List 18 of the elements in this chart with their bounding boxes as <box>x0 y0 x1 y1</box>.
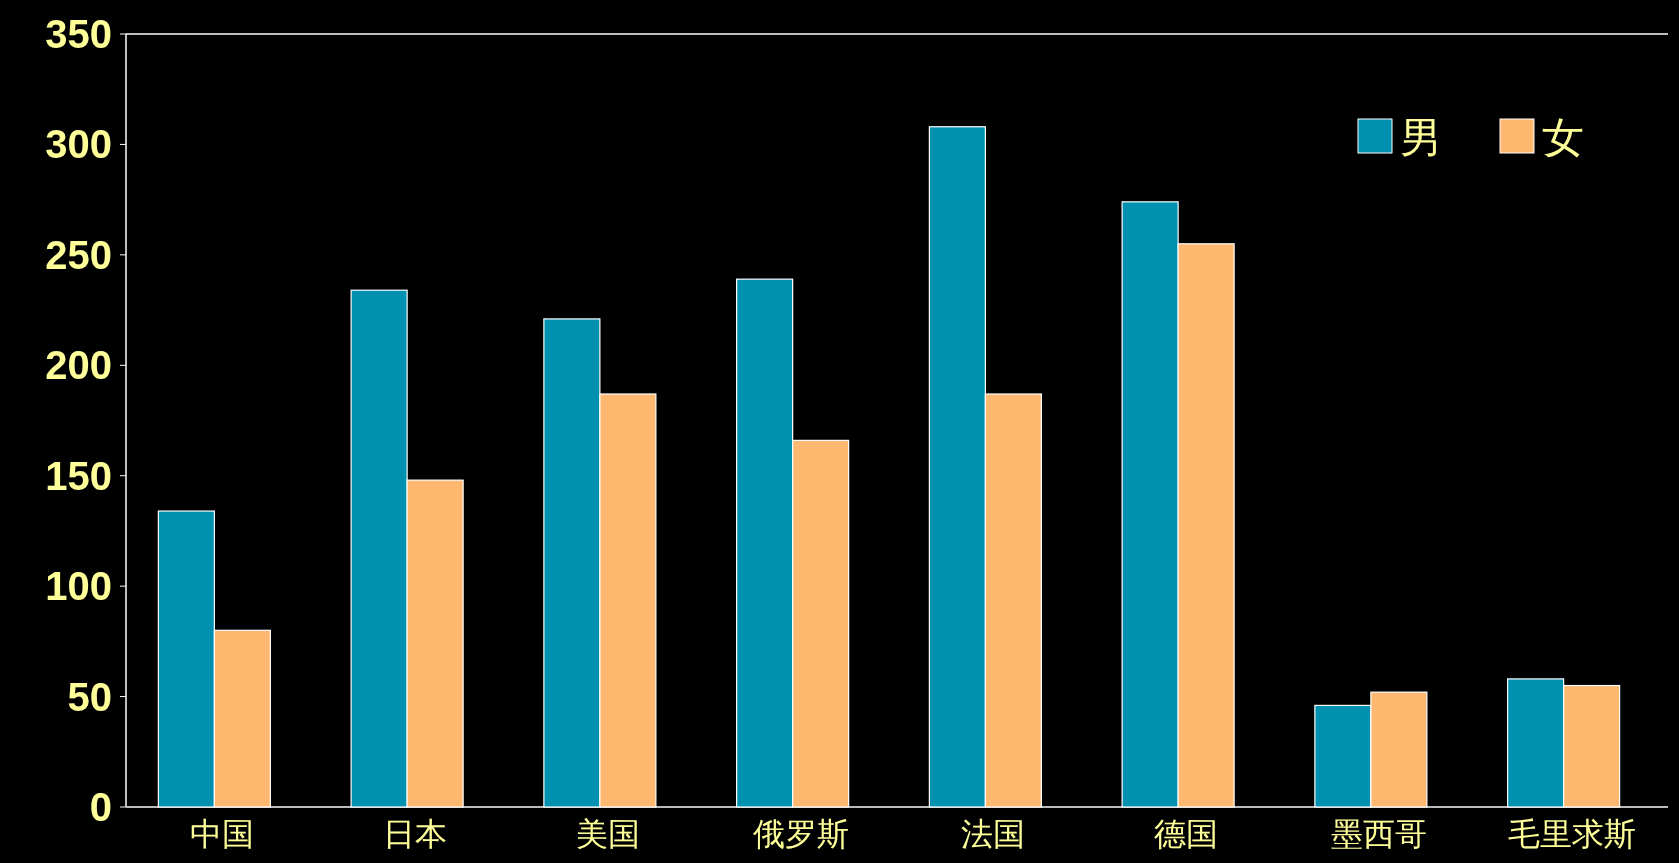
y-tick-label: 250 <box>45 232 112 277</box>
x-tick-label: 俄罗斯 <box>752 815 849 853</box>
y-tick-label: 200 <box>45 343 112 388</box>
x-tick-label: 美国 <box>575 815 640 853</box>
y-tick-label: 50 <box>67 674 112 719</box>
y-tick-label: 150 <box>45 453 112 498</box>
legend-label: 男 <box>1400 112 1442 162</box>
y-tick-label: 0 <box>89 785 112 829</box>
x-tick-label: 德国 <box>1154 815 1219 853</box>
x-tick-label: 法国 <box>961 815 1026 853</box>
y-tick-label: 300 <box>45 122 112 167</box>
y-tick-label: 350 <box>45 12 112 56</box>
x-tick-label: 中国 <box>190 815 255 853</box>
legend-label: 女 <box>1542 112 1584 162</box>
x-tick-label: 毛里求斯 <box>1507 815 1636 853</box>
x-tick-label: 日本 <box>383 815 448 853</box>
y-tick-label: 100 <box>45 564 112 609</box>
x-tick-label: 墨西哥 <box>1330 815 1427 853</box>
